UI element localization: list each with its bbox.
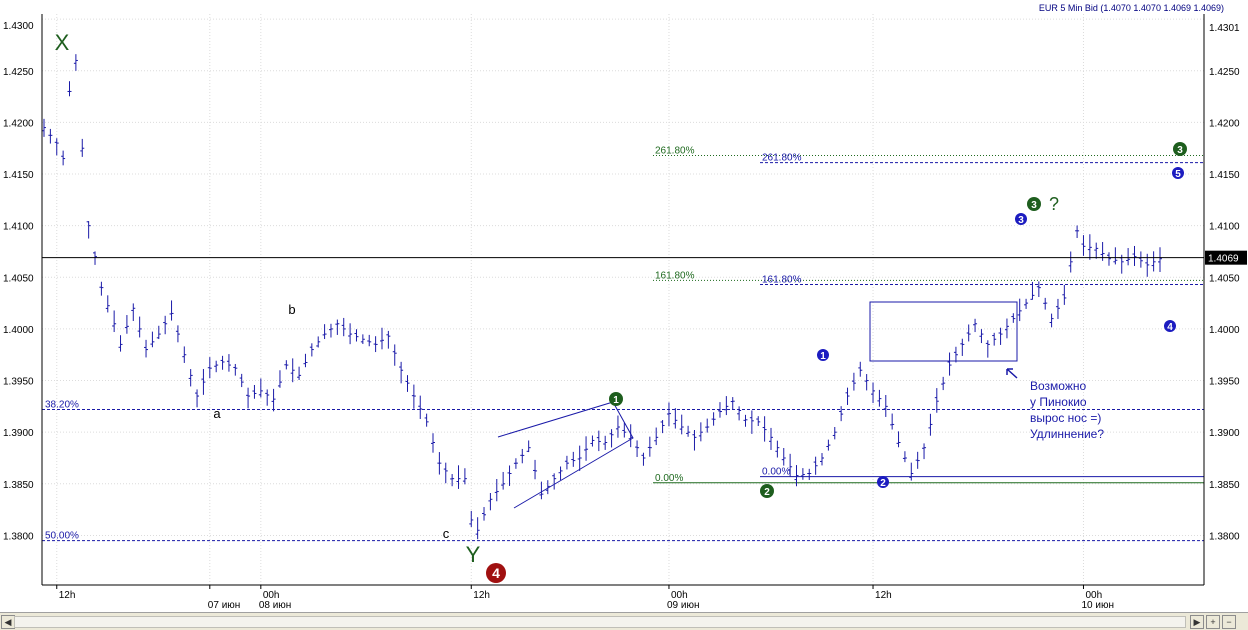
box-pattern [869,301,1018,362]
y-tick-label-right: 1.4100 [1209,222,1240,233]
wave-circle-label: 3 [1018,215,1024,226]
y-tick-label-right-top: 1.4301 [1209,23,1240,34]
y-tick-label-right: 1.4000 [1209,325,1240,336]
x-date-label: 10 июн [1081,600,1114,611]
x-date-label: 09 июн [667,600,700,611]
y-tick-label-left: 1.4000 [3,325,34,336]
wave-small-label: c [443,526,450,541]
fib-level-label: 261.80% [655,145,695,156]
x-tick-label: 12h [473,590,490,601]
horizontal-scrollbar[interactable]: ◀ ▶ + − [0,612,1248,630]
wave-letter-label: X [55,30,70,55]
y-tick-label-right: 1.4200 [1209,118,1240,129]
x-date-label: 07 июн [208,600,241,611]
y-tick-label-right: 1.3900 [1209,428,1240,439]
scroll-track[interactable] [14,616,1186,628]
scroll-left-icon[interactable]: ◀ [1,615,15,629]
annotation-arrow [1006,368,1018,379]
y-tick-label-left: 1.3850 [3,480,34,491]
wave-circle-label: 2 [880,478,886,489]
wave-small-label: a [213,406,221,421]
drawing-objects [42,257,1204,509]
y-tick-label-right: 1.4250 [1209,67,1240,78]
x-tick-label: 12h [59,590,76,601]
y-tick-label-left: 1.4050 [3,273,34,284]
x-tick-label: 00h [1085,590,1102,601]
wave-circle-label: 4 [492,565,500,581]
fib-level-label: 38.20% [45,399,79,410]
wave-circle-marker [1172,167,1184,179]
wave-circle-marker [486,563,506,583]
fib-level-label: 161.80% [655,270,695,281]
wave-small-label: b [288,302,295,317]
x-tick-label: 00h [263,590,280,601]
y-tick-label-left: 1.3950 [3,377,34,388]
wave-circle-label: 2 [764,487,770,498]
wave-circle-label: 3 [1177,145,1183,156]
wave-circle-marker [760,484,774,498]
wave-letter-label: Y [466,542,481,567]
wave-circle-marker [1173,142,1187,156]
annotation-text-line: Возможно [1030,379,1086,393]
wave-circle-marker [1164,320,1176,332]
wave-circle-marker [877,476,889,488]
annotation-text-line: у Пинокио [1030,395,1087,409]
y-tick-label-right: 1.3950 [1209,377,1240,388]
axes: 1.3800 1.3800 1.3850 1.3850 1.3900 1.3900 1.39… [3,14,1247,611]
y-tick-label-left: 1.4100 [3,222,34,233]
fib-level-label: 161.80% [762,275,802,286]
wave-circle-marker [817,349,829,361]
current-price-tag [1205,250,1247,265]
y-tick-label-right: 1.3850 [1209,480,1240,491]
wave-circle-label: 5 [1175,169,1181,180]
y-tick-label-right: 1.4050 [1209,273,1240,284]
x-date-label: 08 июн [259,600,292,611]
y-tick-label-left-top: 1.4300 [3,21,34,32]
x-tick-label: 00h [671,590,688,601]
question-mark-label: ? [1049,194,1059,214]
x-tick-label: 12h [875,590,892,601]
wave-circle-marker [609,392,623,406]
fib-levels: 38.20%50.00%261.80%261.80%161.80% 161.80%… [42,145,1204,542]
y-tick-label-left: 1.4150 [3,170,34,181]
annotation-text-line: вырос нос =) [1030,411,1101,425]
wave-circle-label: 4 [1167,322,1173,333]
zoom-out-icon[interactable]: − [1222,615,1236,629]
gridlines [42,14,1204,585]
annotation-text-line: Удлиннение? [1030,427,1104,441]
y-tick-label-right: 1.4150 [1209,170,1240,181]
fib-level-label: 0.00% [655,473,683,484]
y-tick-label-left: 1.4200 [3,118,34,129]
scroll-right-icon[interactable]: ▶ [1190,615,1204,629]
zoom-in-icon[interactable]: + [1206,615,1220,629]
y-tick-label-left: 1.3800 [3,531,34,542]
y-tick-label-left: 1.4250 [3,67,34,78]
wave-circle-marker [1027,197,1041,211]
chart-svg[interactable]: 38.20%50.00%261.80%261.80%161.80% 161.80%… [0,0,1248,612]
wave-circle-marker [1015,213,1027,225]
current-price-label: 1.4069 [1208,254,1239,265]
wave-circle-label: 3 [1031,200,1037,211]
fib-level-label: 261.80% [762,153,802,164]
fib-level-label: 50.00% [45,531,79,542]
wave-circle-label: 1 [613,395,619,406]
price-series [42,54,1162,540]
y-tick-label-right: 1.3800 [1209,531,1240,542]
wedge-pattern [497,401,634,509]
fib-level-label: 0.00% [762,467,790,478]
y-tick-label-left: 1.3900 [3,428,34,439]
instrument-label: EUR 5 Min Bid (1.4070 1.4070 1.4069 1.40… [1039,3,1224,13]
wave-circle-label: 1 [820,351,826,362]
